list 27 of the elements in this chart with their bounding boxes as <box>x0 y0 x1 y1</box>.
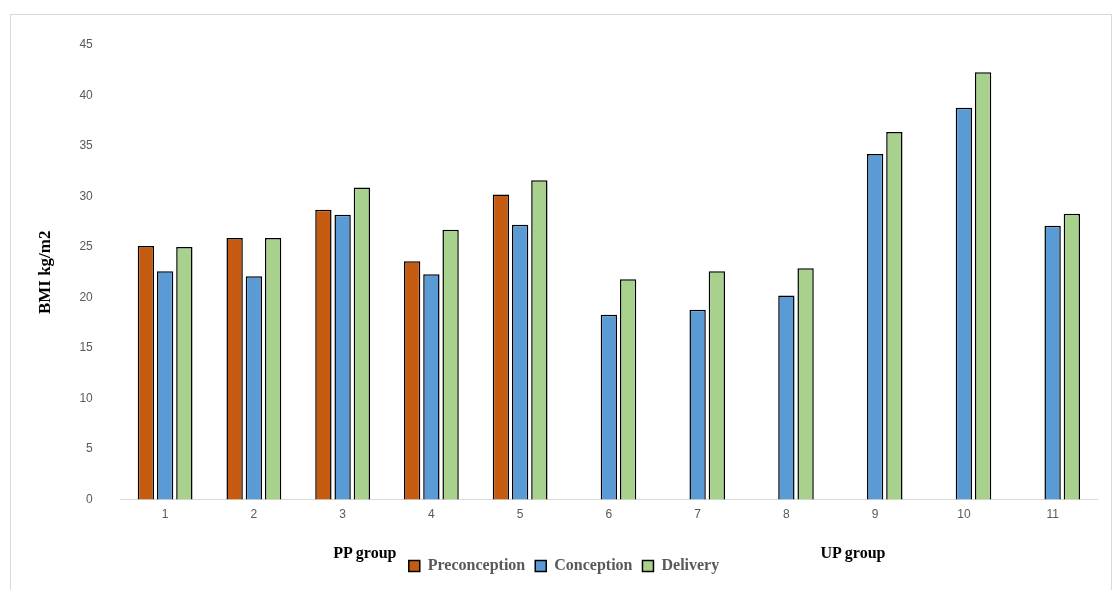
y-tick-label: 0 <box>86 491 94 506</box>
legend-label: Delivery <box>661 556 720 575</box>
x-tick-label: 10 <box>957 507 971 522</box>
y-axis-title: BMI kg/m2 <box>34 230 54 315</box>
y-tick-label: 35 <box>79 138 94 153</box>
x-tick-label: 7 <box>694 507 702 522</box>
y-tick-label: 40 <box>79 87 94 102</box>
text: PP group <box>333 544 397 563</box>
y-tick-label: 20 <box>79 289 94 304</box>
y-tick-label: 5 <box>86 441 94 456</box>
legend-label: Preconception <box>427 556 526 575</box>
y-tick-label: 10 <box>79 390 94 405</box>
y-tick-label: 25 <box>79 239 94 254</box>
x-tick-label: 9 <box>871 507 879 522</box>
x-tick-label: 5 <box>516 507 524 522</box>
text: UP group <box>820 544 886 563</box>
x-tick-label: 2 <box>250 507 258 522</box>
y-tick-label: 45 <box>79 37 94 52</box>
x-tick-label: 1 <box>161 507 169 522</box>
legend-label: Conception <box>554 556 633 575</box>
x-tick-label: 6 <box>605 507 613 522</box>
y-tick-label: 15 <box>79 340 94 355</box>
x-tick-label: 8 <box>783 507 791 522</box>
x-tick-label: 11 <box>1046 507 1060 522</box>
y-tick-label: 30 <box>79 188 94 203</box>
x-tick-label: 3 <box>339 507 347 522</box>
x-tick-label: 4 <box>428 507 436 522</box>
